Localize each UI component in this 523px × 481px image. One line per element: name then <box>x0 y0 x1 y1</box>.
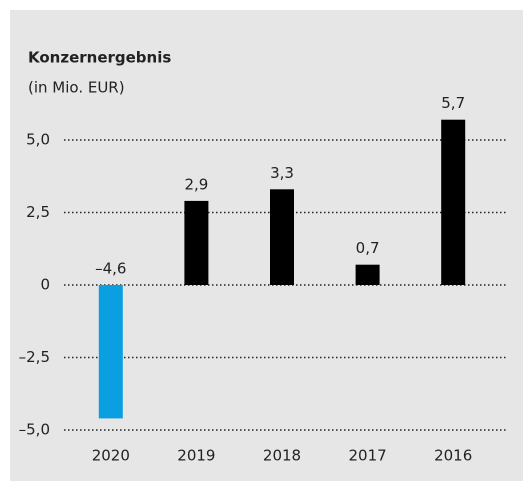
bar <box>355 264 380 285</box>
value-label: –4,6 <box>95 260 126 278</box>
value-label: 3,3 <box>270 164 294 182</box>
value-label: 5,7 <box>441 94 465 112</box>
x-tick-label: 2020 <box>92 447 130 465</box>
x-tick-label: 2018 <box>263 447 301 465</box>
x-tick-label: 2016 <box>434 447 472 465</box>
bar <box>270 189 294 285</box>
chart-title: Konzernergebnis <box>28 49 171 67</box>
bar <box>441 119 466 285</box>
bar <box>98 285 123 419</box>
y-tick-label: 0 <box>40 276 50 294</box>
chart-subtitle: (in Mio. EUR) <box>28 79 125 97</box>
x-tick-label: 2019 <box>177 447 215 465</box>
x-tick-label: 2017 <box>349 447 387 465</box>
y-tick-label: –2,5 <box>19 348 50 366</box>
bar <box>184 200 209 285</box>
y-tick-label: 5,0 <box>26 131 50 149</box>
y-tick-label: 2,5 <box>26 203 50 221</box>
y-tick-label: –5,0 <box>19 421 50 439</box>
value-label: 0,7 <box>356 239 380 257</box>
panel <box>10 10 523 481</box>
value-label: 2,9 <box>184 175 208 193</box>
